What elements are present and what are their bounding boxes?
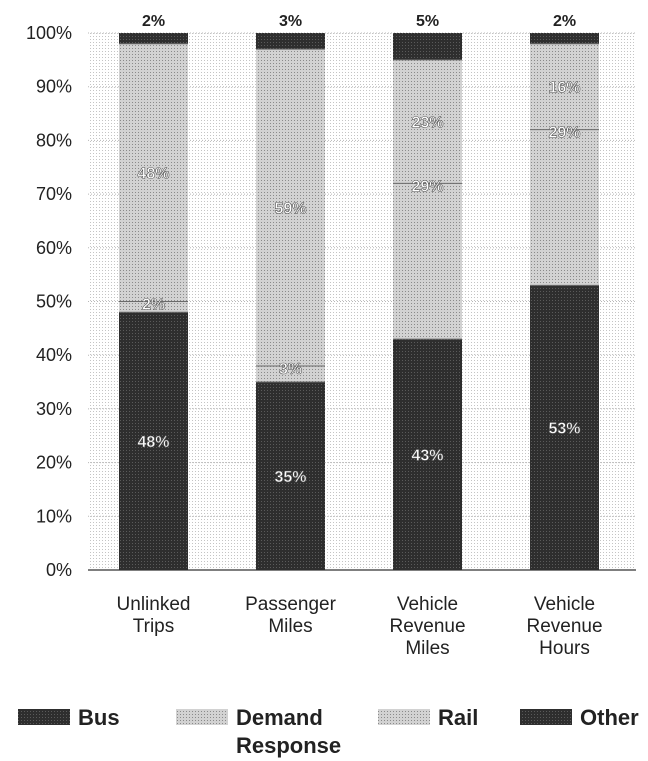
y-tick-label: 20% [36,453,72,473]
data-label-demand-response: 2% [142,297,165,314]
legend-swatch [378,709,430,725]
x-category-label: Vehicle Revenue Hours [526,594,602,659]
data-label-rail: 48% [137,166,169,183]
data-label-demand-response: 29% [548,125,580,142]
bar-rail [256,49,325,366]
data-label-other: 2% [142,13,165,30]
bar-demand-response [119,301,188,313]
bars: 48% 2% 48% 2% 35% 3% 59% 3% 43% 29% 23% 5% 53% 29% 16%… [119,13,599,570]
data-label-demand-response: 29% [411,178,443,195]
data-label-rail: 59% [274,201,306,218]
legend-label: Rail [438,705,478,730]
data-label-bus: 53% [548,421,580,438]
legend-item-rail: Rail [378,705,478,730]
data-label-other: 5% [416,13,439,30]
y-tick-label: 10% [36,506,72,526]
bar-bus [119,312,188,570]
y-tick-label: 30% [36,399,72,419]
bar-demand-response [256,365,325,383]
bar-bus [256,382,325,570]
data-label-rail: 23% [411,115,443,132]
bar-bus [393,339,462,570]
legend-swatch [520,709,572,725]
data-label-demand-response: 3% [279,361,302,378]
bar-other [119,33,188,44]
x-axis: Unlinked Trips Passenger Miles Vehicle Revenu… [117,594,603,659]
data-label-other: 2% [553,13,576,30]
x-category-label: Vehicle Revenue Miles [389,594,465,659]
y-tick-label: 90% [36,77,72,97]
legend-item-bus: Bus [18,705,120,730]
bar-stack-passenger-miles: 35% 3% 59% 3% [256,13,325,570]
data-label-bus: 35% [274,469,306,486]
y-tick-label: 50% [36,292,72,312]
y-tick-label: 0% [46,560,72,580]
legend-swatch [176,709,228,725]
y-tick-label: 100% [26,23,72,43]
data-label-bus: 48% [137,434,169,451]
bar-demand-response [393,183,462,340]
bar-stack-vehicle-revenue-hours: 53% 29% 16% 2% [530,13,599,570]
y-tick-label: 70% [36,184,72,204]
data-label-rail: 16% [548,80,580,97]
y-tick-label: 40% [36,345,72,365]
bar-rail [119,43,188,302]
x-category-label: Passenger Miles [245,594,337,637]
legend-label: Bus [78,705,120,730]
legend: Bus Demand Response Rail Other [18,705,639,758]
data-label-other: 3% [279,13,302,30]
legend-label: Demand Response [236,705,341,758]
legend-label: Other [580,705,639,730]
legend-swatch [18,709,70,725]
bar-stack-unlinked-trips: 48% 2% 48% 2% [119,13,188,570]
bar-rail [393,59,462,184]
bar-other [530,33,599,44]
bar-other [256,33,325,50]
bar-demand-response [530,129,599,286]
legend-item-other: Other [520,705,639,730]
bar-rail [530,43,599,130]
y-tick-label: 60% [36,238,72,258]
legend-item-demand-response: Demand Response [176,705,341,758]
data-label-bus: 43% [411,448,443,465]
y-tick-label: 80% [36,130,72,150]
bar-other [393,33,462,60]
bar-bus [530,285,599,570]
bar-stack-vehicle-revenue-miles: 43% 29% 23% 5% [393,13,462,570]
x-category-label: Unlinked Trips [117,594,191,637]
